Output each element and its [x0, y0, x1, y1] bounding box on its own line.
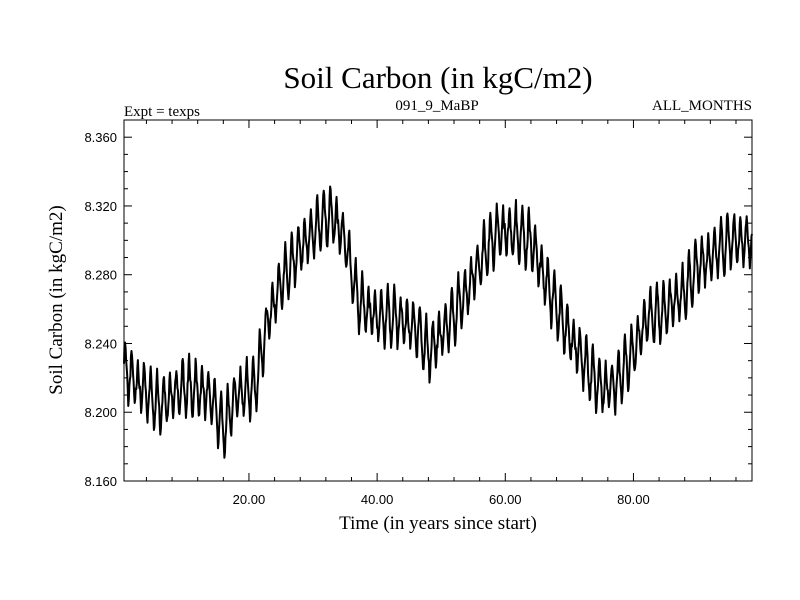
x-axis-label: Time (in years since start) — [339, 513, 537, 534]
series-layer — [123, 185, 753, 459]
y-tick-labels: 8.160 8.200 8.240 8.280 8.320 8.360 — [84, 130, 117, 489]
plot-area — [123, 119, 753, 482]
y-tick-label: 8.240 — [84, 336, 117, 351]
y-tick-label: 8.200 — [84, 405, 117, 420]
x-tick-labels: 20.00 40.00 60.00 80.00 — [233, 492, 650, 507]
axis-ticks — [124, 119, 752, 482]
plot-frame — [123, 119, 753, 482]
experiment-label: Expt = texps — [124, 104, 200, 120]
chart-title: Soil Carbon (in kgC/m2) — [283, 60, 592, 95]
months-label: ALL_MONTHS — [652, 98, 752, 114]
x-tick-label: 20.00 — [233, 492, 266, 507]
y-axis-label: Soil Carbon (in kgC/m2) — [46, 205, 67, 394]
y-tick-label: 8.360 — [84, 130, 117, 145]
x-tick-label: 80.00 — [617, 492, 650, 507]
y-tick-label: 8.320 — [84, 199, 117, 214]
run-id-label: 091_9_MaBP — [395, 98, 478, 114]
x-tick-label: 60.00 — [489, 492, 522, 507]
series-line-soil-carbon — [123, 185, 753, 459]
y-tick-label: 8.280 — [84, 268, 117, 283]
y-tick-label: 8.160 — [84, 474, 117, 489]
x-tick-label: 40.00 — [361, 492, 394, 507]
